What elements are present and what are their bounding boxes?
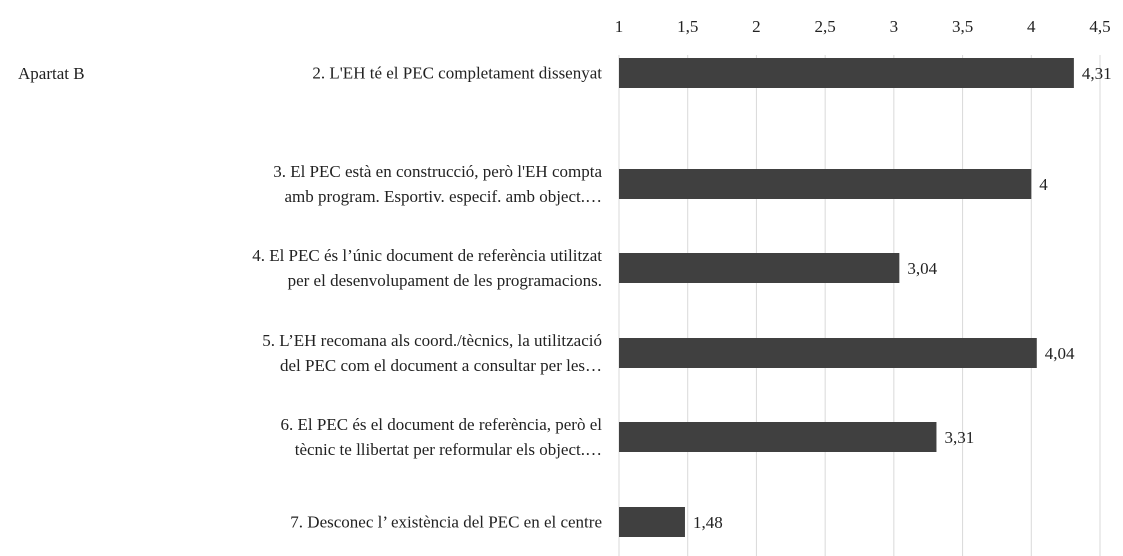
x-tick-label: 4 (1027, 17, 1036, 36)
subtitle: Apartat B (18, 64, 85, 83)
data-label: 4,31 (1082, 64, 1112, 83)
bar (619, 507, 685, 537)
bar (619, 169, 1032, 199)
x-tick-label: 2 (752, 17, 761, 36)
bar (619, 253, 900, 283)
x-tick-label: 1 (615, 17, 624, 36)
data-label: 1,48 (693, 513, 723, 532)
x-tick-label: 3 (890, 17, 899, 36)
category-label: 6. El PEC és el document de referència, … (280, 415, 602, 459)
bar (619, 422, 937, 452)
category-label: 5. L’EH recomana als coord./tècnics, la … (262, 331, 602, 375)
x-tick-label: 1,5 (677, 17, 698, 36)
bar (619, 338, 1037, 368)
x-tick-label: 3,5 (952, 17, 973, 36)
bar (619, 58, 1074, 88)
data-label: 4 (1039, 175, 1048, 194)
data-label: 3,31 (944, 428, 974, 447)
data-label: 4,04 (1045, 344, 1075, 363)
data-label: 3,04 (907, 259, 937, 278)
category-label: 3. El PEC està en construcció, però l'EH… (273, 162, 602, 206)
category-label: 2. L'EH té el PEC completament dissenyat (312, 63, 602, 83)
category-label: 7. Desconec l’ existència del PEC en el … (290, 512, 602, 532)
x-tick-label: 4,5 (1089, 17, 1110, 36)
x-tick-label: 2,5 (815, 17, 836, 36)
category-label: 4. El PEC és l’únic document de referènc… (252, 246, 602, 290)
